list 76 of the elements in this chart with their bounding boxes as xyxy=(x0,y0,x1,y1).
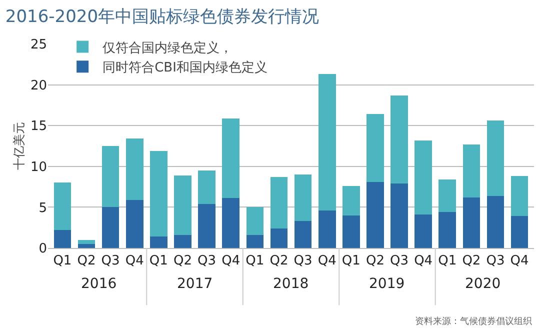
bar xyxy=(342,186,360,216)
x-tick-label: Q3 xyxy=(486,254,505,269)
text: 2018 xyxy=(273,276,309,292)
bar xyxy=(102,146,120,208)
bar xyxy=(54,182,72,230)
bar xyxy=(366,182,384,248)
x-tick-label: Q2 xyxy=(173,254,192,269)
text: 2019 xyxy=(369,276,405,292)
bar xyxy=(390,184,408,248)
bar xyxy=(150,150,168,237)
bar xyxy=(390,95,408,184)
chart-title: 2016-2020年中国贴标绿色债券发行情况 xyxy=(5,6,320,27)
bar xyxy=(294,221,312,248)
x-tick-label: Q1 xyxy=(149,254,168,269)
bar xyxy=(510,176,528,216)
bar xyxy=(222,118,240,198)
y-tick-label: 15 xyxy=(30,119,47,134)
bar xyxy=(174,234,192,248)
bar xyxy=(198,204,216,248)
text: 2020 xyxy=(465,276,501,292)
x-tick-label: Q2 xyxy=(462,254,481,269)
bar xyxy=(198,170,216,204)
x-tick-label: Q4 xyxy=(414,254,433,269)
y-axis-title: 十亿美元 xyxy=(12,122,26,170)
bar xyxy=(294,174,312,222)
x-tick-label: Q3 xyxy=(198,254,216,269)
bar xyxy=(174,175,192,235)
bar xyxy=(462,197,480,248)
x-tick-label: Q1 xyxy=(438,254,457,269)
bar xyxy=(270,228,288,248)
y-tick-label: 10 xyxy=(30,160,47,175)
bar xyxy=(510,216,528,248)
x-tick-label: Q4 xyxy=(125,254,144,269)
bar xyxy=(486,120,504,196)
bar xyxy=(438,179,456,212)
text: 2016 xyxy=(81,276,117,292)
x-tick-label: Q3 xyxy=(101,254,120,269)
y-tick-label: 5 xyxy=(38,200,47,216)
x-tick-label: Q3 xyxy=(390,254,409,269)
bar xyxy=(366,114,384,182)
y-tick-label: 0 xyxy=(38,242,47,257)
x-tick-label: Q2 xyxy=(270,254,288,269)
x-tick-label: Q2 xyxy=(366,254,384,269)
bar xyxy=(414,140,432,215)
x-tick-label: Q4 xyxy=(510,254,529,269)
x-tick-label: Q1 xyxy=(53,254,72,269)
bar xyxy=(318,74,336,210)
y-tick-label: 25 xyxy=(30,38,47,53)
bar xyxy=(54,230,72,248)
bar xyxy=(102,207,120,248)
x-tick-label: Q4 xyxy=(222,254,240,269)
bar xyxy=(270,177,288,228)
bar xyxy=(222,198,240,248)
text: 资料来源：气候债券倡议组织 xyxy=(415,316,532,327)
bar xyxy=(438,212,456,248)
bar xyxy=(486,196,504,248)
bar xyxy=(342,215,360,248)
legend-label: 仅符合国内绿色定义， xyxy=(102,40,233,56)
bar xyxy=(126,200,144,248)
x-tick-label: Q1 xyxy=(246,254,264,269)
bar xyxy=(78,240,96,244)
x-tick-label: Q3 xyxy=(294,254,312,269)
x-tick-label: Q4 xyxy=(318,254,336,269)
legend-label: 同时符合CBI和国内绿色定义 xyxy=(102,60,268,76)
bar xyxy=(126,138,144,200)
bar xyxy=(246,234,264,248)
bar xyxy=(318,210,336,248)
y-tick-label: 20 xyxy=(30,78,47,94)
text: 2017 xyxy=(177,276,213,292)
bar xyxy=(462,144,480,198)
x-tick-label: Q2 xyxy=(77,254,96,269)
x-tick-label: Q1 xyxy=(342,254,360,269)
bar xyxy=(150,236,168,248)
bar xyxy=(414,214,432,248)
bar xyxy=(246,207,264,235)
bar xyxy=(78,244,96,248)
